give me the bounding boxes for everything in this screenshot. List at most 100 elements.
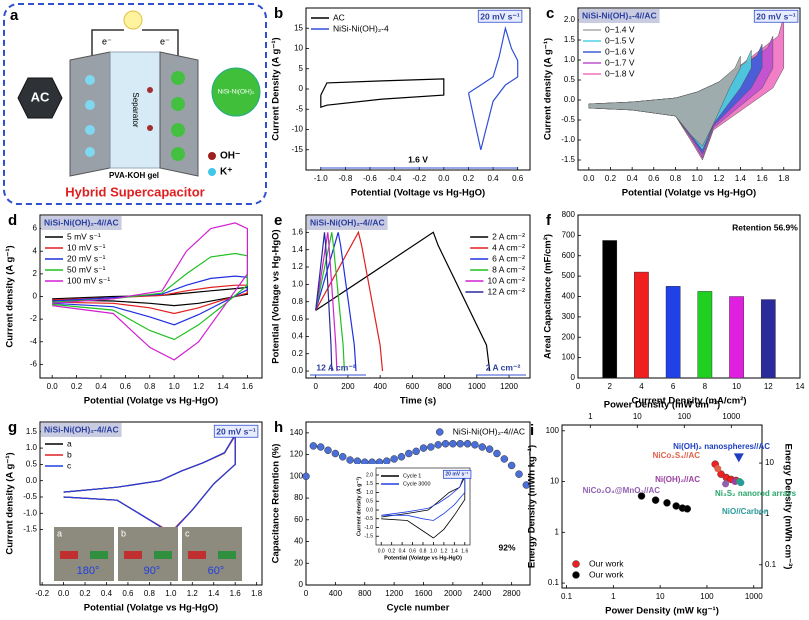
- panel: 0.0 0.2 0.4 0.6 0.8 1.0 1.2 1.4 1.6-1.5-1.0-0.50…: [354, 464, 476, 567]
- data-line: [52, 222, 248, 361]
- ion: [147, 87, 153, 93]
- x-tick-label: 1: [588, 412, 593, 421]
- x-tick-label: 0.6: [122, 589, 134, 598]
- data-point: [441, 439, 450, 448]
- y-tick-label: 0.5: [366, 499, 373, 505]
- data-line: [467, 25, 519, 150]
- ion: [147, 125, 153, 131]
- y-tick-label: 1.0: [292, 279, 304, 288]
- data-point: [663, 499, 671, 507]
- y-tick-label: -15: [291, 145, 303, 154]
- data-point: [672, 502, 680, 510]
- x-axis-label: Potential (Volatge vs Hg-HgO): [384, 555, 462, 561]
- x-tick-label: -0.8: [338, 174, 352, 183]
- legend-label: Cycle 1: [403, 473, 421, 479]
- y-tick-label: -1.5: [561, 155, 575, 164]
- ac-hexagon: [17, 77, 63, 119]
- data-point: [500, 455, 509, 463]
- x-axis-label: Power Density (mW kg⁻¹): [605, 606, 719, 617]
- x-tick-label: 0.0: [583, 174, 595, 183]
- bar: [729, 296, 744, 379]
- clip: [90, 551, 108, 559]
- x-tick-label: 1.2: [193, 382, 205, 391]
- plot-frame: [577, 7, 801, 171]
- x-tick-label: 1.0: [692, 174, 704, 183]
- ion: [85, 147, 95, 157]
- y-tick-label: -1.0: [364, 525, 373, 531]
- y-tick-label: 0.0: [564, 95, 576, 104]
- y-tick-label: -1.5: [23, 525, 37, 534]
- panel-frame: [3, 3, 267, 205]
- wire: [142, 29, 179, 58]
- x-tick-label: 14: [796, 382, 805, 391]
- data-point: [522, 481, 531, 489]
- panel-letter: h: [274, 419, 283, 436]
- data-point: [353, 457, 362, 465]
- y-axis-label: Potential (Voltage vs Hg-HgO): [271, 229, 282, 363]
- panel: h 0 400 800 1200 1600 2000 2400 2800 0 20 40 60 80 100…: [271, 419, 531, 614]
- data-point: [419, 444, 428, 452]
- y-tick-label: 1.5: [564, 35, 576, 44]
- data-line: [63, 433, 236, 533]
- particle: [171, 97, 185, 111]
- title-box: [579, 9, 660, 23]
- data-point: [493, 449, 501, 458]
- electrolyte-label: PVA-KOH gel: [109, 171, 159, 180]
- x-tick-label: -0.2: [412, 174, 426, 183]
- plot-frame: [305, 421, 531, 586]
- y-axis-label: Current Density (A g⁻¹): [271, 37, 282, 140]
- data-line: [63, 432, 236, 534]
- y-tick-label: 1.4: [292, 245, 304, 254]
- x-tick-label: 800: [438, 382, 452, 391]
- x-tick-label: 100: [700, 592, 714, 601]
- chart-title: NiSi-Ni(OH)₂-4//AC: [582, 10, 657, 20]
- x-tick-label: 1.8: [251, 589, 263, 598]
- data-point: [383, 457, 391, 465]
- x-tick-label: 2400: [473, 589, 491, 598]
- y-tick-label: 4: [33, 246, 38, 255]
- reference-point: [737, 479, 745, 487]
- data-line: [315, 231, 491, 372]
- reference-point: [714, 465, 722, 473]
- y-tick-label: 6: [33, 224, 38, 233]
- photo-angle: 60°: [208, 565, 225, 577]
- annotation: 12 A cm⁻²: [316, 362, 355, 372]
- photo-label: b: [121, 528, 126, 538]
- panel-letter: b: [274, 5, 283, 22]
- x-tick-label: 400: [373, 382, 387, 391]
- title-box: [307, 216, 388, 230]
- chart-title: NiSi-Ni(OH)₂-4//AC: [44, 217, 119, 227]
- ion-label: OH⁻: [220, 151, 240, 162]
- y-tick-label: 0.6: [292, 314, 304, 323]
- separator-block: [109, 51, 161, 169]
- y-tick-label: 800: [562, 210, 576, 219]
- annotation: 20 mV s⁻¹: [756, 11, 796, 21]
- y-tick-label: 1.0: [564, 55, 576, 64]
- data-line: [315, 232, 333, 372]
- x-tick-label: 1.6: [242, 382, 254, 391]
- y-tick-label: 100: [562, 353, 576, 362]
- x-tick-label: 0.0: [58, 589, 70, 598]
- x-tick-label: 1000: [745, 592, 763, 601]
- y-tick-label: 1.5: [366, 481, 373, 487]
- chart-title: NiSi-Ni(OH)₂-4//AC: [44, 424, 119, 434]
- x-tick-label: 1.4: [735, 174, 747, 183]
- title-box: [41, 216, 122, 230]
- legend-label: 20 mV s⁻¹: [67, 253, 106, 263]
- x-tick-label: 0.0: [438, 174, 450, 183]
- y-tick-label: 0.0: [366, 507, 373, 513]
- y-tick-label: 700: [562, 230, 576, 239]
- clip: [218, 551, 236, 559]
- data-point: [485, 445, 494, 453]
- annotation-box: [442, 469, 472, 479]
- ion: [85, 125, 95, 135]
- clip: [124, 551, 142, 559]
- data-point: [324, 446, 332, 455]
- y-tick-label: -0.5: [23, 492, 37, 501]
- x-tick-label: 0.2: [605, 174, 617, 183]
- x-tick-label: 1600: [415, 589, 433, 598]
- x-tick-label: 800: [358, 589, 372, 598]
- legend-label: b: [67, 449, 72, 459]
- y-tick-label: 1.0: [366, 490, 373, 496]
- panel-letter: d: [8, 212, 17, 229]
